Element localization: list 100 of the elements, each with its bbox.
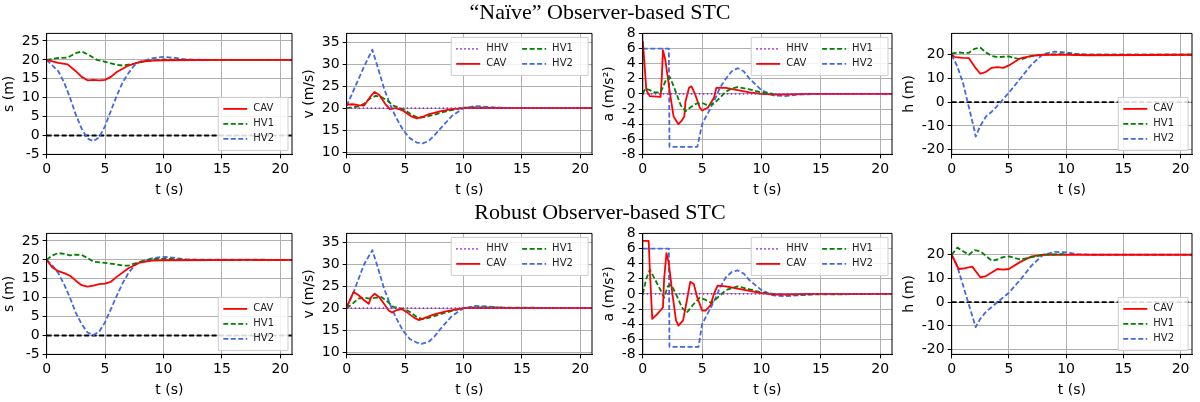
y-tick-label: -4 [621, 114, 636, 131]
y-tick-label: -8 [621, 345, 636, 362]
text: Robust Observer-based STC [474, 199, 726, 224]
legend-label: HHV [486, 242, 509, 254]
y-tick-label: 10 [321, 142, 340, 159]
x-tick-label: 5 [697, 160, 707, 177]
y-tick-label: -6 [621, 129, 636, 146]
legend-label: CAV [786, 257, 807, 269]
x-axis-title: t (s) [753, 381, 782, 398]
legend-label: HV1 [552, 42, 573, 54]
y-tick-label: 6 [626, 239, 636, 256]
y-tick-label: 10 [21, 88, 40, 105]
legend-label: HV2 [852, 57, 873, 69]
y-tick-label: 6 [626, 39, 636, 56]
y-tick-label: 4 [626, 254, 636, 271]
legend-label: CAV [1153, 102, 1174, 114]
x-axis-title: t (s) [455, 381, 484, 398]
x-tick-label: 15 [512, 360, 531, 377]
y-tick-label: -5 [25, 145, 40, 162]
y-tick-label: 20 [21, 50, 40, 67]
y-tick-label: 35 [321, 32, 340, 49]
x-axis-title: t (s) [155, 181, 184, 198]
y-tick-label: 10 [926, 269, 945, 286]
y-tick-label: 30 [321, 54, 340, 71]
legend-label: CAV [486, 57, 507, 69]
legend-label: CAV [486, 257, 507, 269]
legend-label: HV2 [253, 132, 275, 144]
y-tick-label: 20 [926, 45, 945, 62]
y-tick-label: -20 [921, 340, 945, 357]
y-tick-label: 2 [626, 269, 636, 286]
y-tick-label: 15 [21, 269, 40, 286]
y-tick-label: 10 [926, 69, 945, 86]
x-tick-label: 0 [342, 160, 352, 177]
x-tick-label: 15 [212, 360, 231, 377]
y-tick-label: 0 [935, 292, 945, 309]
y-tick-label: 20 [321, 298, 340, 315]
x-tick-label: 10 [454, 360, 473, 377]
legend-label: CAV [1153, 302, 1174, 314]
y-tick-label: -20 [921, 140, 945, 157]
y-tick-label: 8 [626, 224, 636, 241]
x-tick-label: 15 [811, 160, 830, 177]
y-tick-label: 5 [30, 107, 40, 124]
x-axis-title: t (s) [1057, 381, 1086, 398]
x-tick-label: 10 [1057, 160, 1076, 177]
x-axis-title: t (s) [455, 181, 484, 198]
legend-label: HHV [786, 242, 809, 254]
x-tick-label: 15 [512, 160, 531, 177]
x-tick-label: 10 [752, 360, 771, 377]
y-axis-title: a (m/s²) [600, 66, 617, 122]
y-tick-label: 25 [21, 31, 40, 48]
legend-label: CAV [253, 302, 274, 314]
x-tick-label: 5 [100, 160, 110, 177]
y-axis-title: s (m) [0, 275, 17, 313]
x-tick-label: 10 [154, 160, 173, 177]
x-axis-title: t (s) [753, 181, 782, 198]
x-tick-label: 20 [271, 160, 290, 177]
x-tick-label: 5 [400, 160, 410, 177]
legend-label: HHV [486, 42, 509, 54]
x-tick-label: 20 [1171, 360, 1190, 377]
y-tick-label: 8 [626, 24, 636, 41]
y-tick-label: -8 [621, 145, 636, 162]
x-tick-label: 15 [811, 360, 830, 377]
legend-label: HV1 [1153, 317, 1175, 329]
x-tick-label: 5 [697, 360, 707, 377]
y-tick-label: 30 [321, 254, 340, 271]
x-tick-label: 0 [42, 360, 52, 377]
y-tick-label: 25 [21, 231, 40, 248]
y-tick-label: 0 [30, 126, 40, 143]
x-tick-label: 20 [571, 360, 590, 377]
y-tick-label: 0 [626, 284, 636, 301]
x-tick-label: 5 [1004, 160, 1014, 177]
x-tick-label: 0 [638, 360, 648, 377]
y-tick-label: 0 [626, 84, 636, 101]
y-tick-label: 15 [321, 320, 340, 337]
y-tick-label: -10 [921, 116, 945, 133]
y-tick-label: -2 [621, 299, 636, 316]
y-tick-label: -5 [25, 345, 40, 362]
y-tick-label: -6 [621, 329, 636, 346]
legend-label: HV1 [852, 242, 873, 254]
x-tick-label: 15 [1114, 160, 1133, 177]
y-tick-label: 35 [321, 232, 340, 249]
legend-label: HV2 [253, 332, 275, 344]
y-tick-label: 4 [626, 54, 636, 71]
text: “Naïve” Observer-based STC [469, 0, 731, 24]
x-tick-label: 10 [1057, 360, 1076, 377]
x-tick-label: 20 [871, 360, 890, 377]
y-tick-label: 20 [926, 245, 945, 262]
legend-label: CAV [786, 57, 807, 69]
x-tick-label: 0 [947, 160, 957, 177]
x-tick-label: 0 [42, 160, 52, 177]
x-tick-label: 20 [871, 160, 890, 177]
x-tick-label: 5 [1004, 360, 1014, 377]
y-tick-label: 15 [321, 120, 340, 137]
y-tick-label: -4 [621, 314, 636, 331]
legend-label: HV2 [1153, 332, 1175, 344]
x-tick-label: 20 [271, 360, 290, 377]
y-axis-title: a (m/s²) [600, 266, 617, 322]
y-tick-label: 20 [21, 250, 40, 267]
y-tick-label: 5 [30, 307, 40, 324]
line-series [642, 76, 775, 113]
